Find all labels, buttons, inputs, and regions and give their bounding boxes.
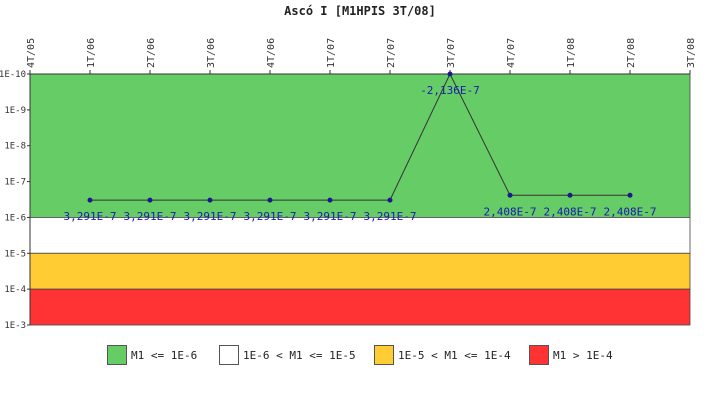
data-point [627, 192, 633, 198]
series: 3,291E-7 3,291E-7 3,291E-7 3,291E-7 3,291E-7… [64, 71, 657, 223]
data-point [447, 71, 453, 77]
y-tick-label: 1E-8 [4, 142, 26, 152]
data-point [207, 197, 213, 203]
data-point [267, 197, 273, 203]
chart-title: Ascó I [M1HPIS 3T/08] [284, 4, 436, 18]
x-tick-label: 4T/07 [506, 38, 517, 68]
legend-item: M1 > 1E-4 [529, 344, 613, 366]
band-1 [29, 217, 691, 254]
data-label: 2,408E-7 [484, 205, 537, 218]
x-tick-label: 3T/07 [446, 38, 457, 68]
band-3 [29, 288, 691, 326]
data-point [567, 192, 573, 198]
legend-label: M1 > 1E-4 [553, 348, 613, 362]
y-tick-label: 1E-4 [4, 285, 26, 295]
y-tick-label: 1E-6 [4, 213, 26, 223]
legend-item: 1E-5 < M1 <= 1E-4 [374, 344, 511, 366]
y-tick-label: 1E-10 [0, 70, 26, 80]
data-point [87, 197, 93, 203]
data-point [327, 197, 333, 203]
legend-swatch [219, 345, 239, 365]
threshold-bands [29, 73, 691, 326]
band-0 [29, 73, 691, 218]
data-label: 2,408E-7 [544, 205, 597, 218]
x-tick-label: 3T/08 [686, 38, 697, 68]
y-axis: 1E-10 1E-9 1E-8 1E-7 1E-6 1E-5 1E-4 1E-3 [0, 70, 31, 331]
data-label: 3,291E-7 [244, 210, 297, 223]
data-point [507, 192, 513, 198]
data-label: 3,291E-7 [184, 210, 237, 223]
y-tick-label: 1E-9 [4, 106, 26, 116]
data-point [387, 197, 393, 203]
x-tick-label: 2T/07 [386, 38, 397, 68]
legend-swatch [529, 345, 549, 365]
legend-item: M1 <= 1E-6 [107, 344, 197, 366]
legend-swatch [374, 345, 394, 365]
legend-label: 1E-5 < M1 <= 1E-4 [398, 348, 511, 362]
y-tick-label: 1E-3 [4, 321, 26, 331]
data-label: 3,291E-7 [64, 210, 117, 223]
x-tick-label: 3T/06 [206, 38, 217, 68]
legend-label: 1E-6 < M1 <= 1E-5 [243, 348, 356, 362]
x-tick-label: 4T/05 [26, 38, 37, 68]
series-line [90, 72, 630, 201]
y-tick-label: 1E-5 [4, 249, 26, 259]
x-tick-label: 2T/06 [146, 38, 157, 68]
x-tick-label: 2T/08 [626, 38, 637, 68]
legend-label: M1 <= 1E-6 [131, 348, 198, 362]
x-tick-label: 1T/06 [86, 38, 97, 68]
legend-item: 1E-6 < M1 <= 1E-5 [219, 344, 356, 366]
data-label: 2,408E-7 [604, 205, 657, 218]
chart: Ascó I [M1HPIS 3T/08] 4T/05 1T/06 2T/06 3T/… [0, 4, 697, 331]
data-label: 3,291E-7 [124, 210, 177, 223]
data-label: 3,291E-7 [304, 210, 357, 223]
x-axis: 4T/05 1T/06 2T/06 3T/06 4T/06 1T/07 2T/07 3T/07… [26, 38, 697, 75]
legend: M1 <= 1E-6 1E-6 < M1 <= 1E-5 1E-5 < M1 <= … [0, 344, 720, 368]
legend-swatch [107, 345, 127, 365]
band-2 [29, 252, 691, 290]
data-label: 3,291E-7 [364, 210, 417, 223]
x-tick-label: 4T/06 [266, 38, 277, 68]
y-tick-label: 1E-7 [4, 178, 26, 188]
data-label: -2,136E-7 [420, 84, 480, 97]
x-tick-label: 1T/07 [326, 38, 337, 68]
data-point [147, 197, 153, 203]
x-tick-label: 1T/08 [566, 38, 577, 68]
